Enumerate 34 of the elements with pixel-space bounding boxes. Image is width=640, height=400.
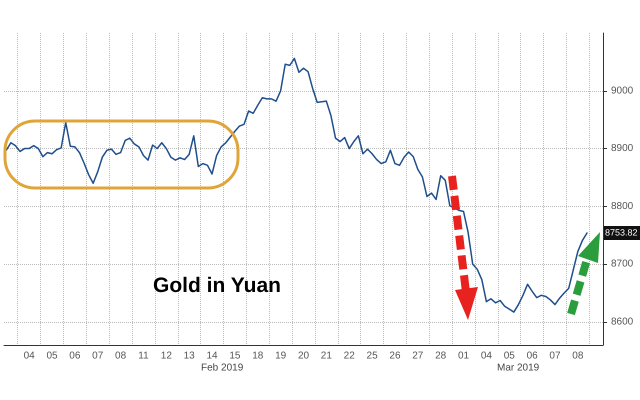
- x-tick-label: 14: [206, 350, 218, 362]
- text: Mar 2019: [497, 362, 540, 374]
- x-tick-label: 19: [275, 350, 287, 362]
- y-tick-label: 8900: [611, 143, 634, 154]
- x-tick-label: 26: [389, 350, 401, 362]
- y-tick-label: 8800: [611, 200, 634, 212]
- x-tick-label: 04: [480, 350, 492, 362]
- annotation: 8753.82: [605, 228, 638, 238]
- x-tick-label: 11: [138, 350, 150, 362]
- x-tick-label: 07: [92, 350, 104, 362]
- text: Gold in Yuan: [153, 274, 281, 297]
- x-tick-label: 01: [458, 350, 470, 362]
- x-tick-label: 04: [24, 350, 36, 362]
- x-tick-label: 20: [298, 350, 310, 362]
- x-tick-label: 08: [572, 350, 584, 362]
- x-tick-label: 15: [229, 350, 241, 362]
- y-tick-label: 8600: [611, 316, 634, 328]
- x-tick-label: 22: [344, 350, 356, 362]
- x-tick-label: 13: [184, 350, 196, 362]
- x-tick-label: 27: [412, 350, 424, 362]
- y-tick-label: 9000: [611, 85, 634, 96]
- x-tick-label: 05: [504, 350, 516, 362]
- x-tick-label: 05: [46, 350, 58, 362]
- x-tick-label: 07: [549, 350, 561, 362]
- text: Feb 2019: [201, 362, 244, 374]
- x-tick-label: 06: [69, 350, 81, 362]
- x-tick-label: 08: [115, 350, 127, 362]
- x-tick-label: 06: [526, 350, 538, 362]
- x-tick-label: 12: [160, 350, 172, 362]
- x-tick-label: 21: [320, 350, 332, 362]
- x-tick-label: 25: [366, 350, 378, 362]
- y-tick-label: 8700: [611, 258, 634, 270]
- x-tick-label: 18: [252, 350, 264, 362]
- x-tick-label: 28: [435, 350, 447, 362]
